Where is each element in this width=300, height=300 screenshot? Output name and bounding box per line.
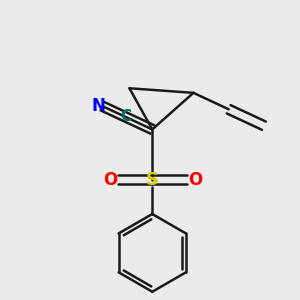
Text: N: N: [92, 97, 106, 115]
Text: C: C: [120, 110, 131, 124]
Text: O: O: [103, 171, 117, 189]
Text: O: O: [188, 171, 202, 189]
Text: S: S: [146, 171, 159, 189]
